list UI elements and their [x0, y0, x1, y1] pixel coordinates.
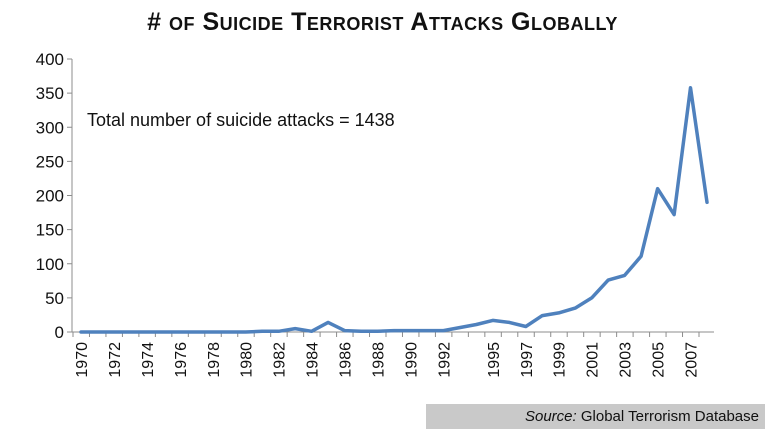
chart-series — [79, 85, 709, 334]
x-tick-label: 2007 — [684, 342, 701, 378]
x-tick-label: 1999 — [552, 342, 569, 378]
y-tick-label: 0 — [55, 323, 64, 342]
y-tick-label: 350 — [36, 84, 64, 103]
source-box: Source: Global Terrorism Database — [426, 404, 765, 429]
x-tick-label: 1995 — [486, 342, 503, 378]
source-label: Source: — [524, 408, 577, 425]
x-tick-label: 1972 — [107, 342, 124, 378]
x-tick-label: 1976 — [173, 342, 190, 378]
series-line-0 — [79, 85, 709, 334]
x-tick-label: 1997 — [519, 342, 536, 378]
y-tick-label: 400 — [36, 50, 64, 69]
x-axis-ticks: 1970 1972 1974 1976 1978 1980 1982 1984 1986 1988… — [72, 332, 701, 378]
y-axis-ticks: 0 50 100 150 200 250 300 350 400 — [36, 50, 72, 342]
x-tick-label: 1980 — [239, 342, 256, 378]
x-tick-label: 1992 — [436, 342, 453, 378]
x-tick-label: 1986 — [338, 342, 355, 378]
y-tick-label: 250 — [36, 152, 64, 171]
x-tick-label: 2003 — [618, 342, 635, 378]
x-tick-label: 2001 — [585, 342, 602, 378]
x-tick-label: 1970 — [74, 342, 91, 378]
x-tick-label: 1982 — [272, 342, 289, 378]
chart-title: # of Suicide Terrorist Attacks Globally — [147, 8, 618, 36]
x-tick-label: 1978 — [206, 342, 223, 378]
x-tick-label: 1974 — [140, 342, 157, 378]
y-tick-label: 100 — [36, 255, 64, 274]
y-tick-label: 50 — [45, 289, 64, 308]
x-tick-label: 2005 — [651, 342, 668, 378]
y-tick-label: 150 — [36, 221, 64, 240]
total-annotation: Total number of suicide attacks = 1438 — [87, 110, 395, 130]
x-tick-label: 1990 — [403, 342, 420, 378]
x-tick-label: 1988 — [371, 342, 388, 378]
x-tick-label: 1984 — [305, 342, 322, 378]
y-tick-label: 200 — [36, 187, 64, 206]
y-tick-label: 300 — [36, 118, 64, 137]
source-text: Global Terrorism Database — [580, 408, 759, 425]
chart-axes — [71, 59, 714, 333]
